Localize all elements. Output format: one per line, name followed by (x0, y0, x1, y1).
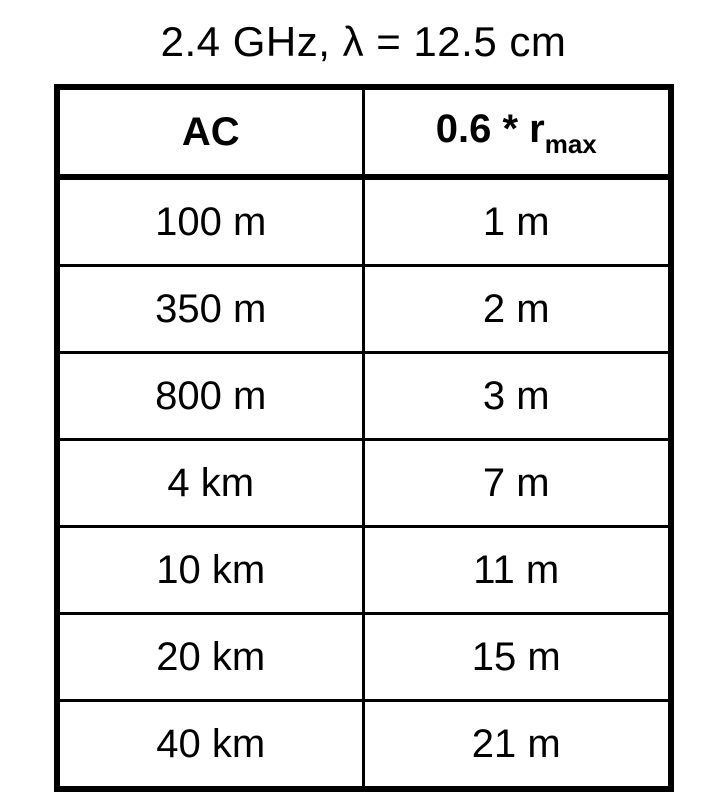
page-root: 2.4 GHz, λ = 12.5 cm AC 0.6 * rmax 100 m… (0, 0, 727, 786)
table-header-row: AC 0.6 * rmax (57, 87, 671, 177)
cell-r: 3 m (364, 353, 671, 440)
cell-ac: 350 m (57, 266, 364, 353)
title-freq: 2.4 GHz, (161, 18, 343, 65)
cell-ac: 10 km (57, 527, 364, 614)
cell-r: 2 m (364, 266, 671, 353)
table-row: 800 m 3 m (57, 353, 671, 440)
col-header-ac: AC (57, 87, 364, 177)
col-header-rmax-prefix: 0.6 * r (436, 107, 545, 151)
table-row: 40 km 21 m (57, 701, 671, 790)
table-title: 2.4 GHz, λ = 12.5 cm (0, 18, 727, 66)
col-header-rmax: 0.6 * rmax (364, 87, 671, 177)
fresnel-table: AC 0.6 * rmax 100 m 1 m 350 m 2 m 800 m … (54, 84, 674, 792)
cell-ac: 100 m (57, 177, 364, 266)
cell-r: 15 m (364, 614, 671, 701)
title-wavelength: = 12.5 cm (364, 18, 566, 65)
cell-r: 1 m (364, 177, 671, 266)
table-row: 20 km 15 m (57, 614, 671, 701)
col-header-rmax-sub: max (545, 129, 597, 159)
cell-r: 21 m (364, 701, 671, 790)
table-row: 4 km 7 m (57, 440, 671, 527)
cell-r: 11 m (364, 527, 671, 614)
cell-ac: 40 km (57, 701, 364, 790)
cell-ac: 4 km (57, 440, 364, 527)
table-row: 10 km 11 m (57, 527, 671, 614)
cell-r: 7 m (364, 440, 671, 527)
cell-ac: 800 m (57, 353, 364, 440)
table-row: 100 m 1 m (57, 177, 671, 266)
table-row: 350 m 2 m (57, 266, 671, 353)
cell-ac: 20 km (57, 614, 364, 701)
lambda-symbol: λ (343, 18, 365, 65)
